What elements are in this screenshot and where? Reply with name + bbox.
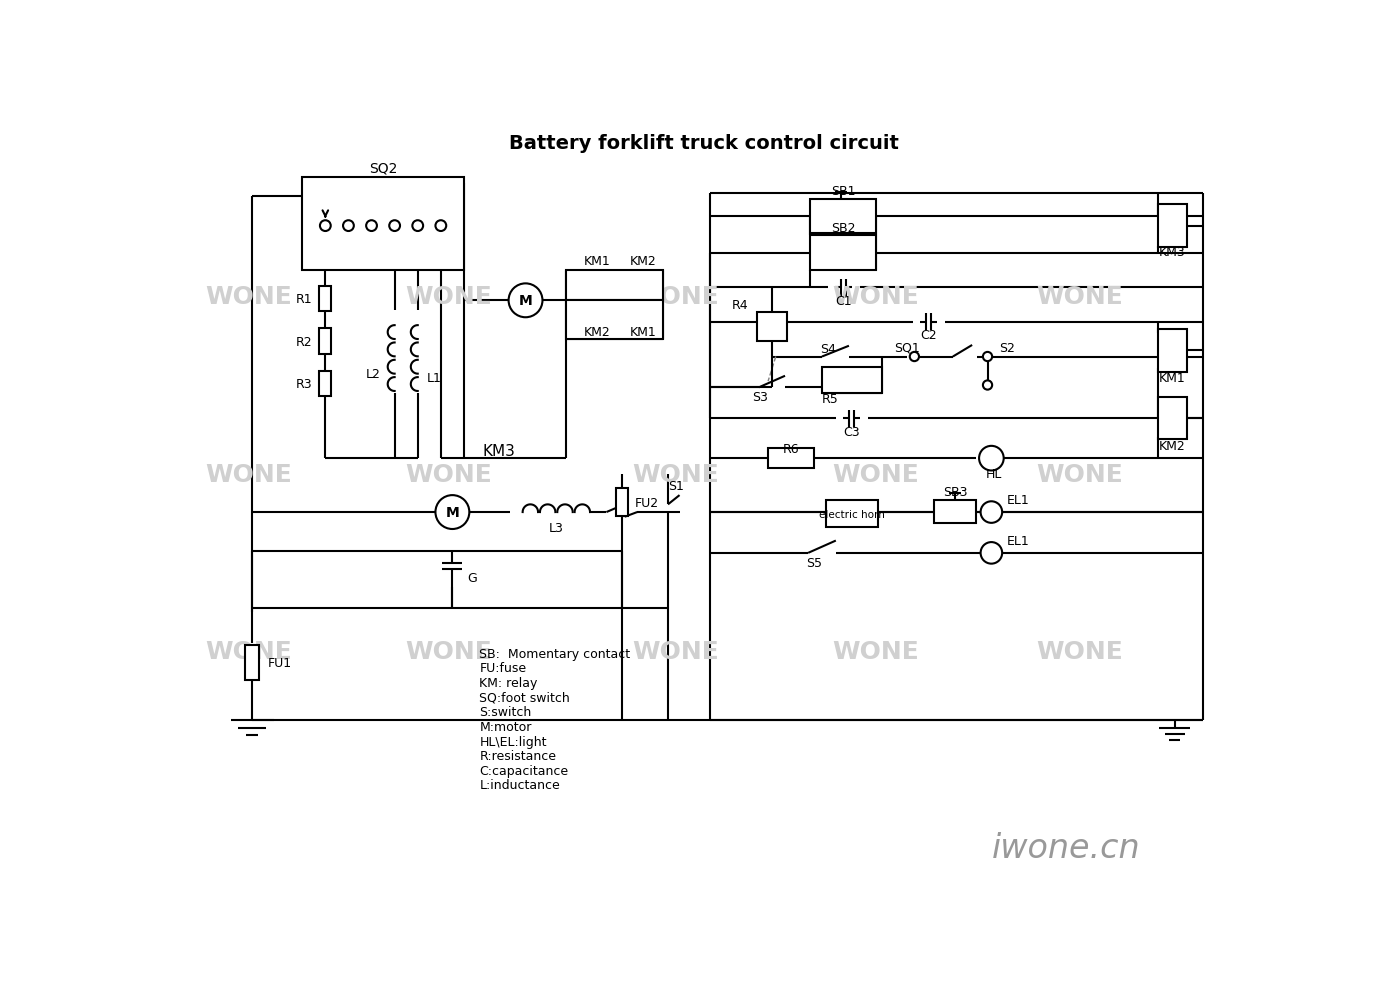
- Text: SB1: SB1: [831, 185, 856, 198]
- Text: L2: L2: [365, 368, 381, 381]
- Text: R3: R3: [295, 378, 312, 391]
- Text: R2: R2: [295, 336, 312, 349]
- Text: R6: R6: [783, 442, 800, 455]
- Text: KM2: KM2: [629, 255, 657, 268]
- Text: WONE: WONE: [632, 639, 719, 663]
- Circle shape: [508, 285, 543, 318]
- Text: WONE: WONE: [632, 462, 719, 486]
- Text: M: M: [445, 506, 459, 520]
- Text: SB2: SB2: [831, 221, 856, 234]
- Circle shape: [389, 221, 400, 231]
- Text: KM3: KM3: [482, 444, 515, 459]
- Text: iwone.cn: iwone.cn: [992, 831, 1140, 864]
- Text: SQ2: SQ2: [368, 161, 397, 175]
- Bar: [934, 500, 976, 523]
- Text: C:capacitance: C:capacitance: [480, 765, 569, 778]
- Circle shape: [981, 502, 1002, 523]
- Bar: [811, 235, 875, 271]
- Circle shape: [365, 221, 376, 231]
- Text: WONE: WONE: [1036, 286, 1124, 310]
- Text: KM1: KM1: [629, 326, 657, 339]
- Text: KM2: KM2: [1158, 439, 1186, 452]
- Text: KM1: KM1: [584, 255, 610, 268]
- Text: SQ:foot switch: SQ:foot switch: [480, 691, 570, 704]
- Text: WONE: WONE: [405, 639, 492, 663]
- Bar: [319, 287, 331, 313]
- Text: R:resistance: R:resistance: [480, 749, 556, 763]
- Text: L1: L1: [427, 372, 442, 385]
- Text: WONE: WONE: [205, 639, 291, 663]
- Bar: [302, 178, 464, 271]
- Bar: [1158, 205, 1187, 247]
- Text: KM2: KM2: [584, 326, 610, 339]
- Text: SB3: SB3: [943, 485, 967, 498]
- Text: WONE: WONE: [1036, 462, 1124, 486]
- Bar: [822, 368, 882, 394]
- Circle shape: [436, 496, 470, 529]
- Circle shape: [344, 221, 354, 231]
- Text: SB:  Momentary contact: SB: Momentary contact: [480, 647, 631, 660]
- Text: L:inductance: L:inductance: [480, 779, 561, 792]
- Text: FU2: FU2: [635, 496, 660, 509]
- Text: S:switch: S:switch: [480, 705, 532, 718]
- Text: KM: relay: KM: relay: [480, 676, 537, 689]
- Text: Battery forklift truck control circuit: Battery forklift truck control circuit: [510, 134, 899, 153]
- Circle shape: [412, 221, 423, 231]
- Text: HL\EL:light: HL\EL:light: [480, 734, 547, 747]
- Text: WONE: WONE: [833, 462, 919, 486]
- Text: WONE: WONE: [833, 286, 919, 310]
- Text: WONE: WONE: [833, 639, 919, 663]
- Text: R1: R1: [295, 293, 312, 306]
- Bar: [1158, 330, 1187, 372]
- Bar: [811, 199, 875, 234]
- Text: S2: S2: [999, 342, 1015, 355]
- Text: L3: L3: [548, 521, 563, 534]
- Text: FU:fuse: FU:fuse: [480, 661, 526, 674]
- Bar: [757, 313, 787, 342]
- Circle shape: [320, 221, 331, 231]
- Text: C1: C1: [835, 295, 852, 308]
- Text: WONE: WONE: [205, 462, 291, 486]
- Text: S5: S5: [807, 556, 822, 569]
- Bar: [245, 645, 260, 679]
- Bar: [319, 329, 331, 355]
- Bar: [616, 489, 628, 516]
- Circle shape: [436, 221, 447, 231]
- Text: WONE: WONE: [632, 286, 719, 310]
- Text: WONE: WONE: [1036, 639, 1124, 663]
- Text: M:motor: M:motor: [480, 720, 532, 733]
- Text: EL1: EL1: [1007, 494, 1029, 507]
- Text: electric horn: electric horn: [819, 510, 885, 520]
- Text: HL: HL: [985, 468, 1002, 481]
- Circle shape: [910, 353, 919, 362]
- Text: M: M: [518, 294, 532, 308]
- Bar: [768, 449, 815, 469]
- Text: R4: R4: [732, 300, 749, 312]
- Text: WONE: WONE: [205, 286, 291, 310]
- Bar: [566, 301, 662, 340]
- Text: KM1: KM1: [1158, 372, 1186, 385]
- Circle shape: [982, 381, 992, 390]
- Circle shape: [980, 447, 1003, 471]
- Text: S3: S3: [753, 391, 768, 404]
- Text: G: G: [467, 571, 477, 584]
- Text: FU1: FU1: [268, 656, 291, 669]
- Circle shape: [982, 353, 992, 362]
- Bar: [1158, 398, 1187, 440]
- Bar: [826, 500, 878, 527]
- Text: S4: S4: [820, 343, 837, 355]
- Text: WONE: WONE: [405, 286, 492, 310]
- Text: R5: R5: [822, 393, 838, 406]
- Text: C3: C3: [842, 425, 860, 438]
- Text: KM3: KM3: [1158, 246, 1186, 260]
- Bar: [566, 271, 662, 301]
- Text: WONE: WONE: [405, 462, 492, 486]
- Text: SQ1: SQ1: [894, 342, 919, 355]
- Bar: [319, 372, 331, 397]
- Text: EL1: EL1: [1007, 534, 1029, 547]
- Circle shape: [981, 542, 1002, 564]
- Text: S1: S1: [668, 479, 684, 492]
- Text: C2: C2: [921, 329, 937, 342]
